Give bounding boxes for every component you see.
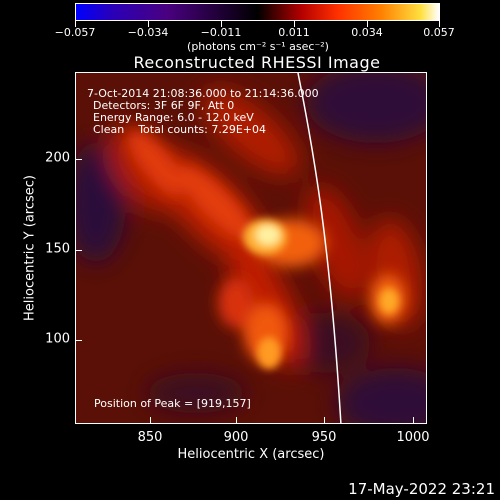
colorbar-tick [75,21,76,27]
time-range-label: 7-Oct-2014 21:08:36.000 to 21:14:36.000 [87,87,319,100]
colorbar-tick-label: −0.057 [54,26,96,39]
x-axis-tick [413,417,414,423]
timestamp: 17-May-2022 23:21 [348,480,495,498]
solar-limb [297,73,342,423]
y-axis-tick [76,159,82,160]
colorbar-tick [367,21,368,27]
x-axis-tick [236,417,237,423]
colorbar-tick-label: 0.011 [278,26,310,39]
x-axis-label: Heliocentric X (arcsec) [177,447,325,462]
x-tick-label: 1000 [396,430,430,445]
colorbar-tick [148,21,149,27]
x-tick-label: 950 [311,430,337,445]
colorbar-tick-label: −0.034 [127,26,169,39]
colorbar-tick-label: −0.011 [200,26,242,39]
x-axis-tick [324,417,325,423]
y-axis-tick [76,250,82,251]
y-axis-tick [76,340,82,341]
plot-title: Reconstructed RHESSI Image [133,53,381,72]
colorbar-tick [221,21,222,27]
colorbar [75,3,440,21]
hxr-image [76,73,426,423]
colorbar-tick [294,21,295,27]
y-tick-label: 200 [45,150,70,166]
colorbar-tick [439,21,440,27]
x-axis-tick [150,417,151,423]
colorbar-tick-label: 0.034 [351,26,383,39]
clean-counts-label: Clean Total counts: 7.29E+04 [93,123,267,136]
x-tick-label: 850 [137,430,163,445]
peak-position-label: Position of Peak = [919,157] [94,397,251,410]
colorbar-units: (photons cm⁻² s⁻¹ asec⁻²) [187,40,329,53]
detectors-label: Detectors: 3F 6F 9F, Att 0 [93,99,235,112]
y-tick-label: 100 [45,331,70,347]
y-axis-label: Heliocentric Y (arcsec) [22,175,38,321]
image-plot [75,72,427,424]
x-tick-label: 900 [223,430,249,445]
energy-range-label: Energy Range: 6.0 - 12.0 keV [93,111,254,124]
y-tick-label: 150 [45,241,70,257]
colorbar-tick-label: 0.057 [423,26,455,39]
